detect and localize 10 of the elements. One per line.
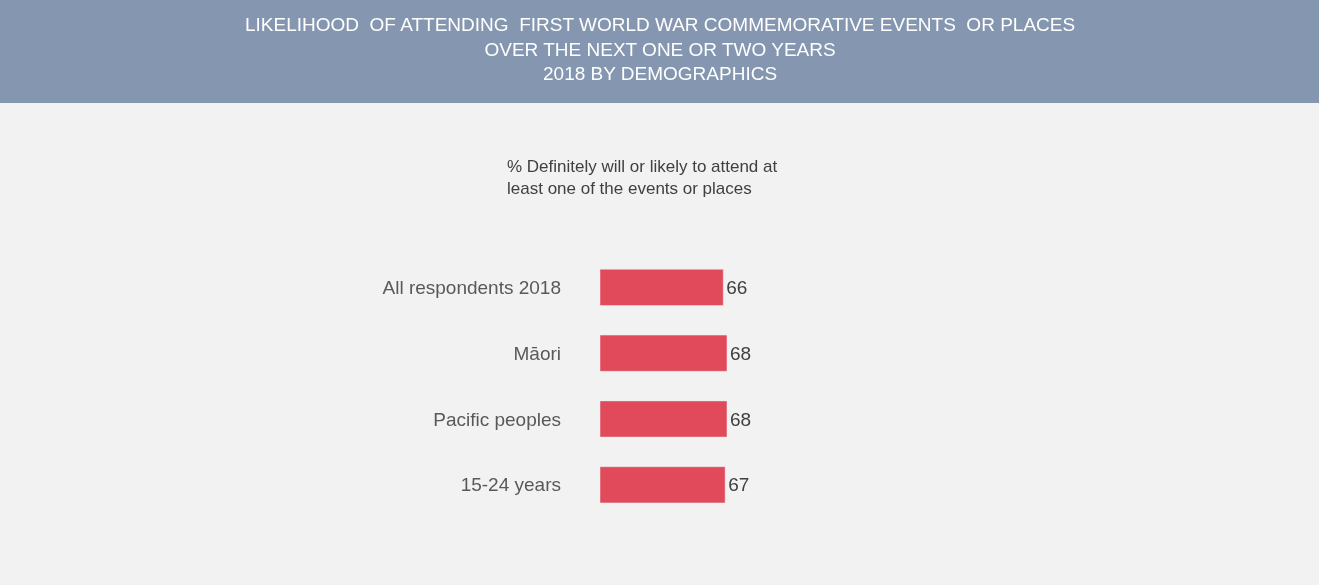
- data-label: 68: [730, 408, 752, 430]
- chart-subtitle: % Definitely will or likely to attend at least one of the events or places: [507, 157, 778, 199]
- y-tick-label: 15-24 years: [460, 474, 561, 496]
- data-label: 68: [730, 342, 752, 364]
- y-tick-label: All respondents 2018: [382, 277, 561, 299]
- y-tick-label: Māori: [513, 342, 561, 364]
- data-label: 67: [728, 474, 750, 496]
- chart-title: LIKELIHOOD OF ATTENDING FIRST WORLD WAR COMMEMORATIVE EVENTS OR PLACES OVER THE NEXT ONE OR TWO YEARS 2018 BY DEMOGRAPHICS: [245, 14, 1076, 85]
- y-tick-label: Pacific peoples: [433, 408, 561, 430]
- data-label: 66: [726, 276, 748, 298]
